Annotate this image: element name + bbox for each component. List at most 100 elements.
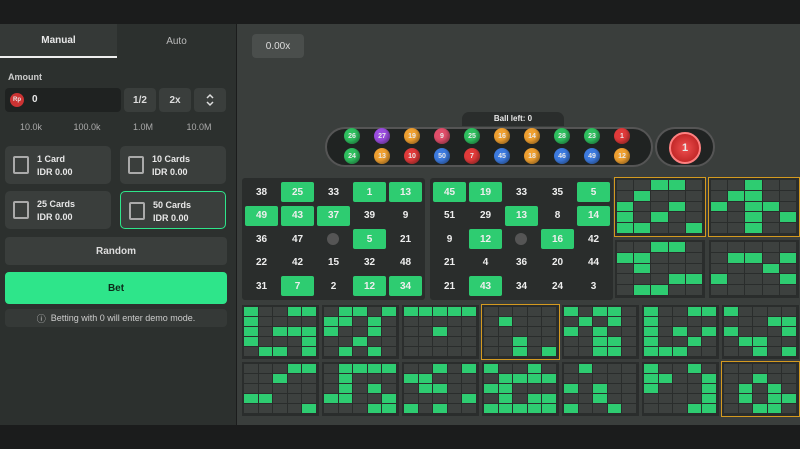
option-title: 10 Cards [152,154,191,164]
mini-cell [593,327,607,336]
mini-cell [258,327,273,336]
mini-cell [353,317,367,326]
mini-cell [462,404,476,413]
drawn-ball: 46 [554,148,570,164]
mini-cell [404,347,418,356]
card-icon [13,201,29,219]
mini-cell [738,317,753,326]
mini-cell [404,384,418,393]
mini-cell [418,364,433,373]
tab-manual[interactable]: Manual [0,24,117,58]
quick-amount[interactable]: 1.0M [132,122,153,132]
drawn-ball: 13 [374,148,390,164]
mini-cell [353,347,367,356]
card-option[interactable]: 1 Card IDR 0.00 [5,146,111,184]
stepper-button[interactable] [194,88,226,112]
game-area: 0.00x Ball left: 0 1 26 27 19 9 25 16 14 28 23 1 2… [237,24,800,425]
mini-cell [542,384,556,393]
mini-cell [782,317,796,326]
mini-cell [651,180,668,190]
card-cell: 36 [255,233,268,245]
card-option[interactable]: 50 Cards IDR 0.00 [120,191,226,229]
mini-cell [484,317,498,326]
multiplier: 0.00x [252,34,304,58]
mini-cell [711,285,728,295]
mini-cell [685,212,702,223]
mini-cell [651,212,668,223]
mini-card [708,177,800,237]
mini-cell [622,364,636,373]
card-option[interactable]: 25 Cards IDR 0.00 [5,191,111,229]
mini-cell [542,337,556,346]
mini-cell [564,317,578,326]
mini-cell [724,374,738,383]
mini-cell [244,307,258,316]
mini-cell [287,364,302,373]
random-button[interactable]: Random [5,237,227,265]
mini-cell [447,384,462,393]
mini-cell [542,307,556,316]
mini-cell [738,364,753,373]
card-cell: 29 [479,210,492,221]
mini-cell [244,374,258,383]
mini-card [721,361,800,417]
mini-cell [367,364,382,373]
mini-cell [617,212,634,223]
mini-cell [745,263,762,274]
mini-cell [433,374,447,383]
mini-cell [753,394,767,403]
mini-cell [644,327,658,336]
mini-cell [527,384,542,393]
half-button[interactable]: 1/2 [124,88,156,112]
mini-cell [382,347,396,356]
mini-cell [668,285,685,295]
mini-cell [779,190,796,201]
mini-cell [418,404,433,413]
mini-cell [542,364,556,373]
mini-cell [634,212,651,223]
mini-cell [244,384,258,393]
card-cell: 4 [482,257,489,268]
mini-card [562,305,639,359]
mini-card [242,305,319,359]
mini-cell [673,307,687,316]
quick-amount[interactable]: 10.0M [186,122,212,132]
mini-cell [273,364,287,373]
card-option[interactable]: 10 Cards IDR 0.00 [120,146,226,184]
mini-cell [447,317,462,326]
mini-cell [542,327,556,336]
mini-cell [367,404,382,413]
mini-cell [767,317,782,326]
mini-cell [658,364,673,373]
quick-amount[interactable]: 100.0k [73,122,101,132]
mini-cell [338,394,353,403]
quick-amount[interactable]: 10.0k [19,122,43,132]
mini-cell [287,347,302,356]
mini-cell [593,337,607,346]
mini-cell [782,347,796,356]
card-cell: 43 [469,276,502,296]
mini-cell [728,252,745,263]
mini-cell [564,307,578,316]
mini-cell [564,347,578,356]
card-cell: 42 [587,233,600,245]
mini-cell [302,404,316,413]
mini-cell [324,394,338,403]
bet-button[interactable]: Bet [5,272,227,304]
mini-cell [673,384,687,393]
mini-cell [462,317,476,326]
mini-cell [728,190,745,201]
tab-auto[interactable]: Auto [166,35,187,47]
double-button[interactable]: 2x [159,88,191,112]
mini-cell [542,394,556,403]
amount-input[interactable]: Rp 0 [5,88,121,112]
drawn-ball: 27 [374,128,390,144]
mini-cell [738,327,753,336]
mini-cell [745,190,762,201]
mini-cell [462,337,476,346]
mini-cell [324,317,338,326]
mini-cell [484,327,498,336]
mini-cell [762,223,779,233]
mini-cell [622,337,636,346]
mini-cell [634,180,651,190]
